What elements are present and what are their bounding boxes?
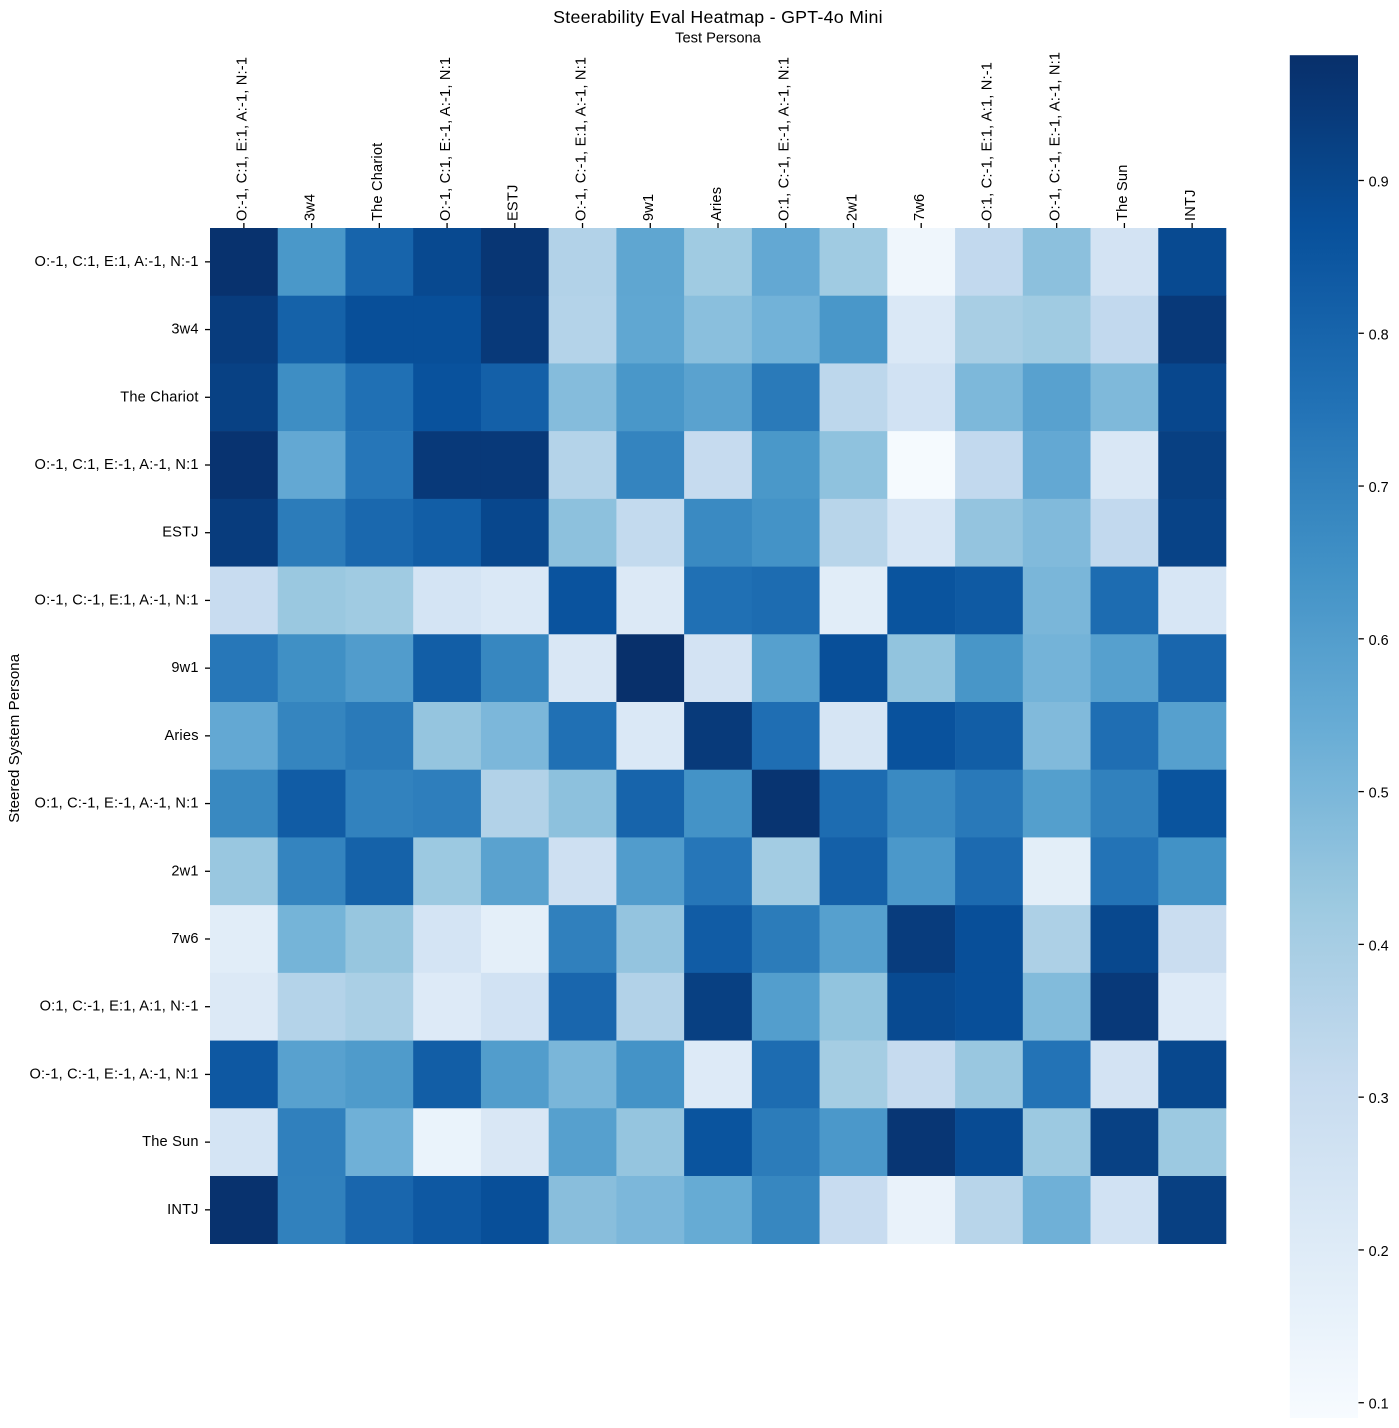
svg-text:0.5: 0.5	[1369, 786, 1389, 802]
svg-text:Test Persona: Test Persona	[675, 31, 762, 47]
svg-text:ESTJ: ESTJ	[162, 525, 198, 541]
svg-text:O:1, C:-1, E:-1, A:-1, N:1: O:1, C:-1, E:-1, A:-1, N:1	[777, 57, 793, 221]
svg-text:2w1: 2w1	[844, 194, 860, 221]
svg-text:O:1, C:-1, E:1, A:1, N:-1: O:1, C:-1, E:1, A:1, N:-1	[980, 62, 996, 221]
svg-text:3w4: 3w4	[171, 322, 198, 338]
svg-text:Aries: Aries	[709, 187, 725, 221]
svg-text:0.6: 0.6	[1369, 633, 1389, 649]
svg-text:0.3: 0.3	[1369, 1091, 1389, 1107]
svg-text:0.9: 0.9	[1369, 174, 1389, 190]
svg-text:9w1: 9w1	[641, 194, 657, 221]
svg-text:O:1, C:-1, E:1, A:1, N:-1: O:1, C:-1, E:1, A:1, N:-1	[40, 999, 199, 1015]
svg-text:Steered System Persona: Steered System Persona	[6, 653, 23, 823]
svg-text:Aries: Aries	[164, 728, 198, 744]
svg-text:The Sun: The Sun	[142, 1134, 199, 1150]
svg-text:ESTJ: ESTJ	[506, 185, 522, 221]
svg-text:O:-1, C:-1, E:1, A:-1, N:1: O:-1, C:-1, E:1, A:-1, N:1	[573, 57, 589, 221]
svg-text:9w1: 9w1	[171, 660, 198, 676]
svg-text:0.8: 0.8	[1369, 327, 1389, 343]
svg-text:O:-1, C:-1, E:-1, A:-1, N:1: O:-1, C:-1, E:-1, A:-1, N:1	[1047, 52, 1063, 221]
svg-text:O:-1, C:-1, E:1, A:-1, N:1: O:-1, C:-1, E:1, A:-1, N:1	[35, 592, 199, 608]
svg-text:O:-1, C:1, E:-1, A:-1, N:1: O:-1, C:1, E:-1, A:-1, N:1	[35, 457, 199, 473]
svg-text:The Sun: The Sun	[1115, 164, 1131, 221]
svg-text:INTJ: INTJ	[1183, 189, 1199, 221]
svg-text:3w4: 3w4	[302, 194, 318, 221]
svg-text:O:-1, C:1, E:1, A:-1, N:-1: O:-1, C:1, E:1, A:-1, N:-1	[235, 57, 251, 221]
svg-text:INTJ: INTJ	[167, 1202, 199, 1218]
svg-text:7w6: 7w6	[912, 194, 928, 221]
svg-text:0.4: 0.4	[1369, 938, 1389, 954]
svg-text:O:-1, C:1, E:-1, A:-1, N:1: O:-1, C:1, E:-1, A:-1, N:1	[438, 57, 454, 221]
svg-text:7w6: 7w6	[171, 931, 198, 947]
svg-text:0.2: 0.2	[1369, 1244, 1389, 1260]
svg-text:0.1: 0.1	[1369, 1397, 1389, 1413]
svg-text:2w1: 2w1	[171, 863, 198, 879]
svg-text:O:-1, C:-1, E:-1, A:-1, N:1: O:-1, C:-1, E:-1, A:-1, N:1	[29, 1066, 198, 1082]
svg-text:0.7: 0.7	[1369, 480, 1389, 496]
svg-text:The Chariot: The Chariot	[370, 143, 386, 221]
svg-text:The Chariot: The Chariot	[120, 389, 198, 405]
svg-text:Steerability Eval Heatmap - GP: Steerability Eval Heatmap - GPT-4o Mini	[553, 7, 883, 27]
svg-text:O:-1, C:1, E:1, A:-1, N:-1: O:-1, C:1, E:1, A:-1, N:-1	[35, 254, 199, 270]
svg-text:O:1, C:-1, E:-1, A:-1, N:1: O:1, C:-1, E:-1, A:-1, N:1	[35, 796, 199, 812]
